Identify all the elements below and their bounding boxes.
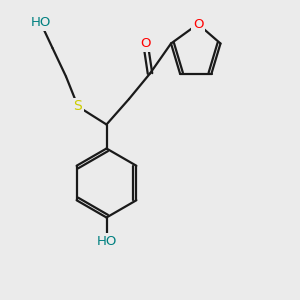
Text: HO: HO [30,16,51,29]
Text: O: O [140,37,151,50]
Text: HO: HO [96,235,117,248]
Text: S: S [74,100,82,113]
Text: O: O [193,17,203,31]
